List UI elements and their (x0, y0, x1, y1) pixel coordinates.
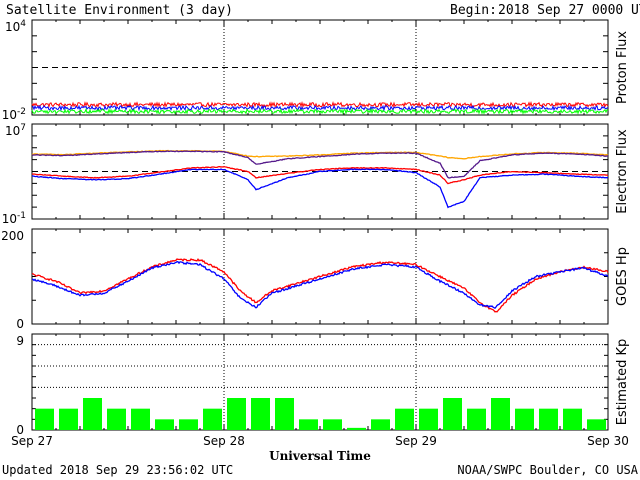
series-line-red (31, 257, 609, 313)
y-tick-label-top: 107 (5, 123, 26, 138)
kp-bar (515, 408, 534, 430)
y-tick-label-bottom: 10-1 (2, 211, 26, 226)
kp-bar (395, 408, 414, 430)
y-axis-label: Electron Flux (615, 129, 630, 214)
begin-value: 2018 Sep 27 0000 UTC (498, 3, 640, 18)
x-axis-label: Universal Time (269, 449, 371, 463)
y-tick-label-bottom: 10-2 (2, 107, 26, 122)
kp-bar (227, 398, 246, 430)
series-line-purple (31, 150, 609, 179)
series-line-green (31, 107, 609, 116)
x-axis: Sep 27 Sep 28 Sep 29 Sep 30 Universal Ti… (11, 434, 629, 463)
y-tick-label-top: 9 (16, 334, 24, 348)
series-line-red (31, 100, 609, 109)
y-axis-label: Proton Flux (615, 31, 630, 104)
begin-label: Begin: (450, 3, 497, 18)
updated-timestamp: Updated 2018 Sep 29 23:56:02 UTC (2, 463, 233, 477)
x-tick-label: Sep 27 (11, 434, 53, 448)
kp-bar (107, 408, 126, 430)
kp-bar (539, 408, 558, 430)
kp-bar (323, 419, 342, 430)
y-tick-label-bottom: 0 (16, 317, 24, 331)
kp-bar (347, 427, 366, 430)
kp-bar (491, 398, 510, 430)
x-tick-label: Sep 29 (395, 434, 437, 448)
kp-bar (275, 398, 294, 430)
y-tick-label-top: 200 (1, 229, 24, 243)
chart-panels: 104 10-2 Proton Flux 107 10-1 Electron Flux 20… (1, 19, 630, 437)
kp-bar (179, 419, 198, 430)
kp-bar (419, 408, 438, 430)
y-tick-label-top: 104 (5, 19, 26, 34)
kp-bar (563, 408, 582, 430)
credit: NOAA/SWPC Boulder, CO USA (457, 463, 638, 477)
series-line-blue (32, 261, 609, 310)
kp-bar (251, 398, 270, 430)
y-axis-label: Estimated Kp (615, 339, 630, 426)
x-tick-label: Sep 30 (587, 434, 629, 448)
series-line-blue (31, 168, 609, 209)
kp-bar (83, 398, 102, 430)
kp-bar (371, 419, 390, 430)
kp-bar (131, 408, 150, 430)
kp-bar (467, 408, 486, 430)
kp-bar (587, 419, 606, 430)
y-tick-label-bottom: 0 (16, 423, 24, 437)
panel-frame (31, 19, 609, 116)
kp-bar (299, 419, 318, 430)
x-tick-label: Sep 28 (203, 434, 245, 448)
y-axis-label: GOES Hp (615, 247, 630, 306)
series-line-blue (31, 104, 609, 112)
series-line-red (31, 165, 609, 185)
kp-bar (35, 408, 54, 430)
kp-bar (443, 398, 462, 430)
chart-title: Satellite Environment (3 day) (6, 3, 233, 18)
kp-bar (59, 408, 78, 430)
kp-bar (203, 408, 222, 430)
kp-bar (155, 419, 174, 430)
